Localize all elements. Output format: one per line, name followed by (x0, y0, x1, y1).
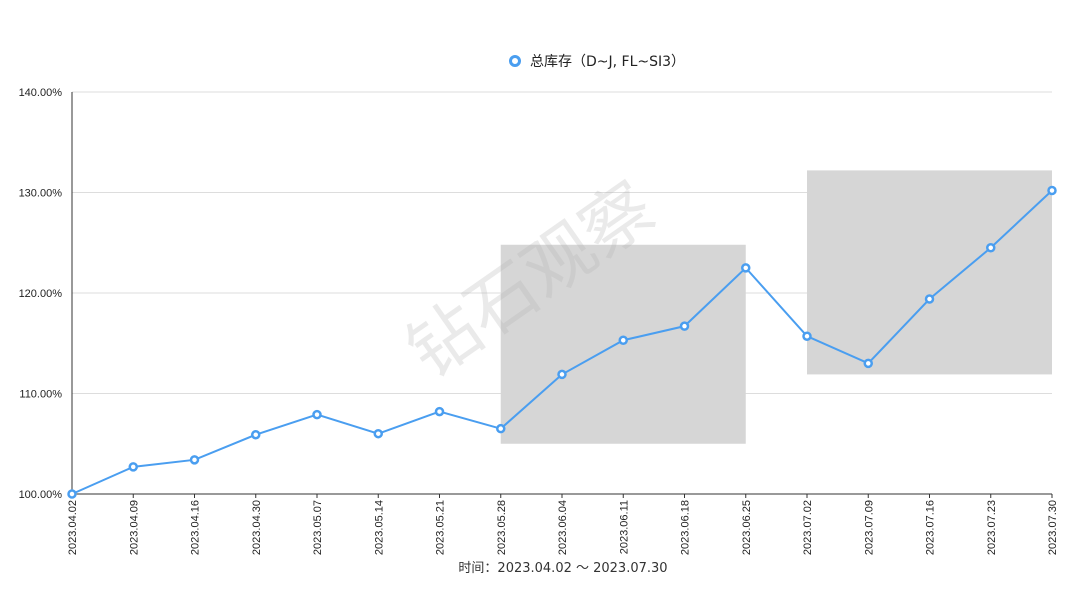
x-tick-label: 2023.07.23 (986, 500, 998, 555)
data-point[interactable] (741, 263, 751, 273)
x-tick-label: 2023.07.30 (1047, 500, 1059, 555)
x-axis-label: 时间：2023.04.02 ～ 2023.07.30 (458, 561, 667, 576)
data-point[interactable] (373, 428, 383, 439)
data-point[interactable] (679, 321, 690, 331)
legend-label: 总库存（D~J, FL~SI3） (530, 54, 685, 70)
data-point[interactable] (312, 409, 322, 420)
data-point[interactable] (496, 423, 506, 434)
x-tick-label: 2023.05.21 (435, 500, 447, 555)
data-point[interactable] (434, 406, 445, 417)
series-points (67, 185, 1057, 499)
data-point[interactable] (128, 462, 138, 472)
data-point[interactable] (67, 489, 77, 499)
legend-marker-icon (509, 55, 521, 67)
x-tick-label: 2023.06.18 (680, 500, 692, 555)
data-point[interactable] (189, 455, 200, 465)
highlight-region (807, 170, 1052, 375)
data-point[interactable] (1047, 185, 1057, 196)
x-tick-label: 2023.05.28 (496, 500, 508, 555)
x-tick-label: 2023.06.04 (557, 500, 569, 555)
x-tick-label: 2023.07.02 (802, 500, 814, 555)
x-tick-label: 2023.06.25 (741, 500, 753, 555)
x-tick-label: 2023.04.16 (190, 500, 202, 555)
y-tick-label: 130.00% (19, 188, 63, 200)
y-tick-label: 120.00% (19, 288, 63, 300)
legend[interactable]: 总库存（D~J, FL~SI3） (509, 54, 686, 70)
data-point[interactable] (618, 335, 628, 345)
data-point[interactable] (802, 331, 812, 341)
y-axis-tick-labels: 100.00% 110.00% 120.00% 130.00% 140.00% (19, 87, 63, 501)
data-point[interactable] (251, 429, 261, 440)
x-tick-label: 2023.05.14 (373, 500, 385, 555)
y-tick-label: 100.00% (19, 489, 63, 501)
x-tick-label: 2023.04.30 (251, 500, 263, 555)
x-tick-label: 2023.07.16 (925, 500, 937, 555)
x-tick-label: 2023.07.09 (863, 500, 875, 555)
data-point[interactable] (557, 369, 567, 380)
y-tick-label: 110.00% (19, 389, 62, 401)
x-tick-label: 2023.05.07 (312, 500, 324, 555)
data-point[interactable] (924, 294, 935, 304)
x-tick-label: 2023.04.02 (67, 500, 79, 555)
x-tick-label: 2023.06.11 (618, 500, 630, 554)
data-point[interactable] (863, 358, 873, 369)
x-axis-tick-labels: 2023.04.02 2023.04.09 2023.04.16 2023.04.30… (67, 494, 1059, 555)
data-point[interactable] (986, 243, 996, 253)
x-tick-label: 2023.04.09 (128, 500, 140, 555)
y-tick-label: 140.00% (19, 87, 63, 99)
